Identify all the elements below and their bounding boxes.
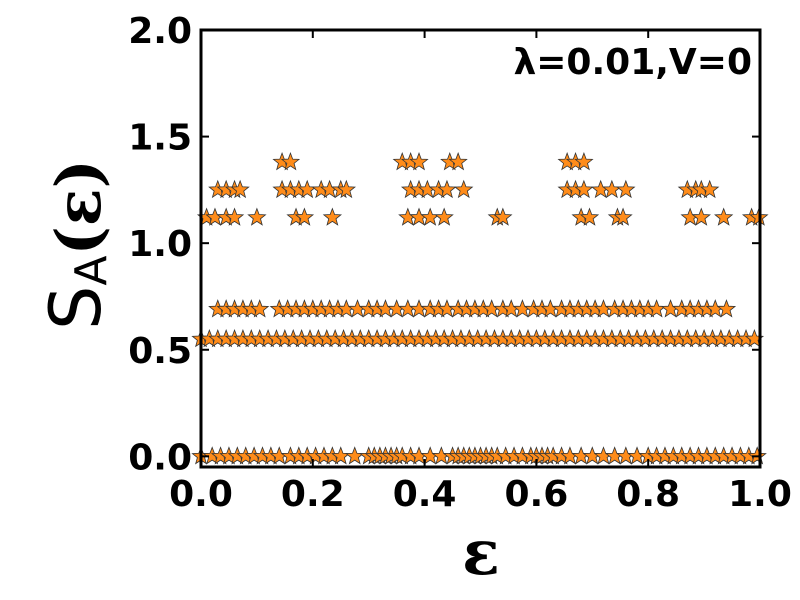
data-point-star: [247, 207, 267, 226]
data-point-star: [448, 152, 468, 171]
x-tick-label: 1.0: [728, 474, 792, 515]
data-point-star: [616, 179, 636, 199]
y-axis-label-arg: (ε): [42, 159, 115, 255]
data-point-star: [574, 179, 594, 199]
data-point-star: [280, 152, 301, 171]
data-point-star: [294, 207, 315, 226]
data-point-star: [613, 207, 633, 226]
tick-layer: 0.0 0.2 0.4 0.6 0.8 1.0 0.0 0.5 1.0 1.5 2.0: [128, 11, 792, 515]
y-tick-label: 1.5: [128, 118, 192, 159]
x-tick-label: 0.4: [393, 474, 457, 515]
marker-layer: [191, 152, 769, 465]
data-point-star: [691, 207, 711, 226]
data-point-star: [409, 152, 429, 171]
data-point-star: [434, 207, 454, 226]
data-point-star: [714, 207, 734, 226]
x-tick-label: 0.6: [505, 474, 569, 515]
chart-annotation: λ=0.01,V=0: [513, 42, 752, 83]
data-point-star: [700, 179, 720, 199]
x-tick-label: 0.2: [281, 474, 345, 515]
data-point-star: [420, 207, 440, 226]
data-point-star: [574, 152, 594, 171]
data-point-star: [345, 446, 365, 465]
data-point-star: [224, 207, 245, 226]
y-axis-label-main: S: [35, 286, 117, 330]
data-point-star: [579, 207, 600, 226]
data-point-star: [322, 207, 342, 226]
x-axis-label: ε: [462, 516, 500, 589]
y-axis-label-sub: A: [66, 255, 117, 285]
y-tick-label: 0.5: [128, 331, 192, 372]
data-point-star: [250, 299, 270, 318]
x-tick-label: 0.8: [616, 474, 680, 515]
data-point-star: [716, 299, 737, 318]
y-tick-label: 0.0: [128, 437, 192, 478]
data-point-star: [336, 179, 356, 199]
y-tick-label: 1.0: [128, 224, 192, 265]
data-point-star: [230, 179, 250, 199]
data-point-star: [454, 179, 474, 199]
y-tick-label: 2.0: [128, 11, 192, 52]
plot-frame: [199, 28, 762, 469]
x-tick-label: 0.0: [169, 474, 233, 515]
data-point-star: [437, 179, 457, 199]
data-point-star: [602, 179, 622, 199]
y-axis-label: SA(ε): [35, 159, 117, 330]
svg-text:SA(ε): SA(ε): [35, 159, 117, 330]
data-point-star: [493, 207, 513, 226]
